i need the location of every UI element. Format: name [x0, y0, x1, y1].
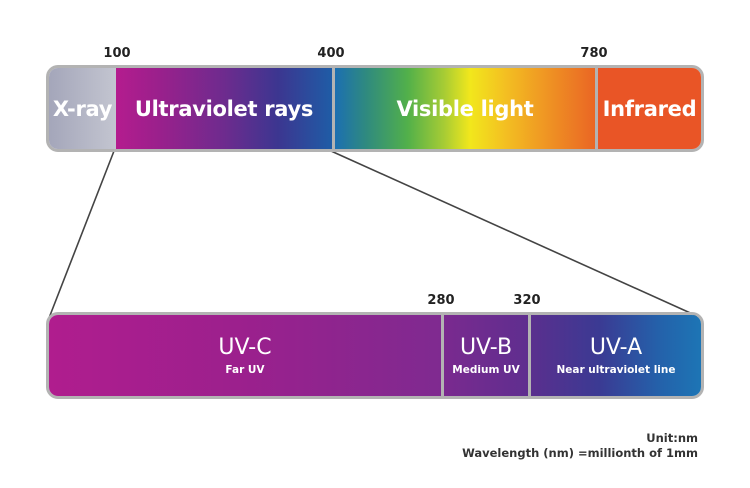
- segment-label: UV-A: [589, 335, 643, 360]
- wavelength-definition-note: Wavelength (nm) =millionth of 1mm: [462, 446, 698, 460]
- segment-label: Visible light: [396, 96, 534, 121]
- connector-line-right: [330, 150, 698, 317]
- tick-780: 780: [580, 46, 608, 61]
- segment-visible-light: Visible light: [332, 68, 595, 149]
- segment-uv-c: UV-C Far UV: [49, 315, 441, 396]
- tick-400: 400: [317, 46, 345, 61]
- segment-infrared: Infrared: [595, 68, 701, 149]
- tick-320: 320: [513, 293, 541, 308]
- segment-uv-a: UV-A Near ultraviolet line: [528, 315, 701, 396]
- segment-sublabel: Medium UV: [452, 364, 520, 376]
- uv-detail-bar: UV-C Far UV UV-B Medium UV UV-A Near ult…: [46, 312, 704, 399]
- segment-label: X-ray: [52, 96, 113, 121]
- segment-sublabel: Near ultraviolet line: [556, 364, 676, 376]
- segment-label: Ultraviolet rays: [134, 96, 314, 121]
- segment-ultraviolet: Ultraviolet rays: [116, 68, 332, 149]
- connector-line-left: [48, 150, 115, 319]
- unit-note: Unit:nm: [646, 431, 698, 445]
- segment-sublabel: Far UV: [225, 364, 265, 376]
- segment-label: Infrared: [602, 96, 697, 121]
- segment-label: UV-B: [459, 335, 513, 360]
- segment-x-ray: X-ray: [49, 68, 116, 149]
- segment-uv-b: UV-B Medium UV: [441, 315, 528, 396]
- segment-label: UV-C: [218, 335, 272, 360]
- tick-280: 280: [427, 293, 455, 308]
- spectrum-bar: X-ray Ultraviolet rays Visible light Inf…: [46, 65, 704, 152]
- tick-100: 100: [103, 46, 131, 61]
